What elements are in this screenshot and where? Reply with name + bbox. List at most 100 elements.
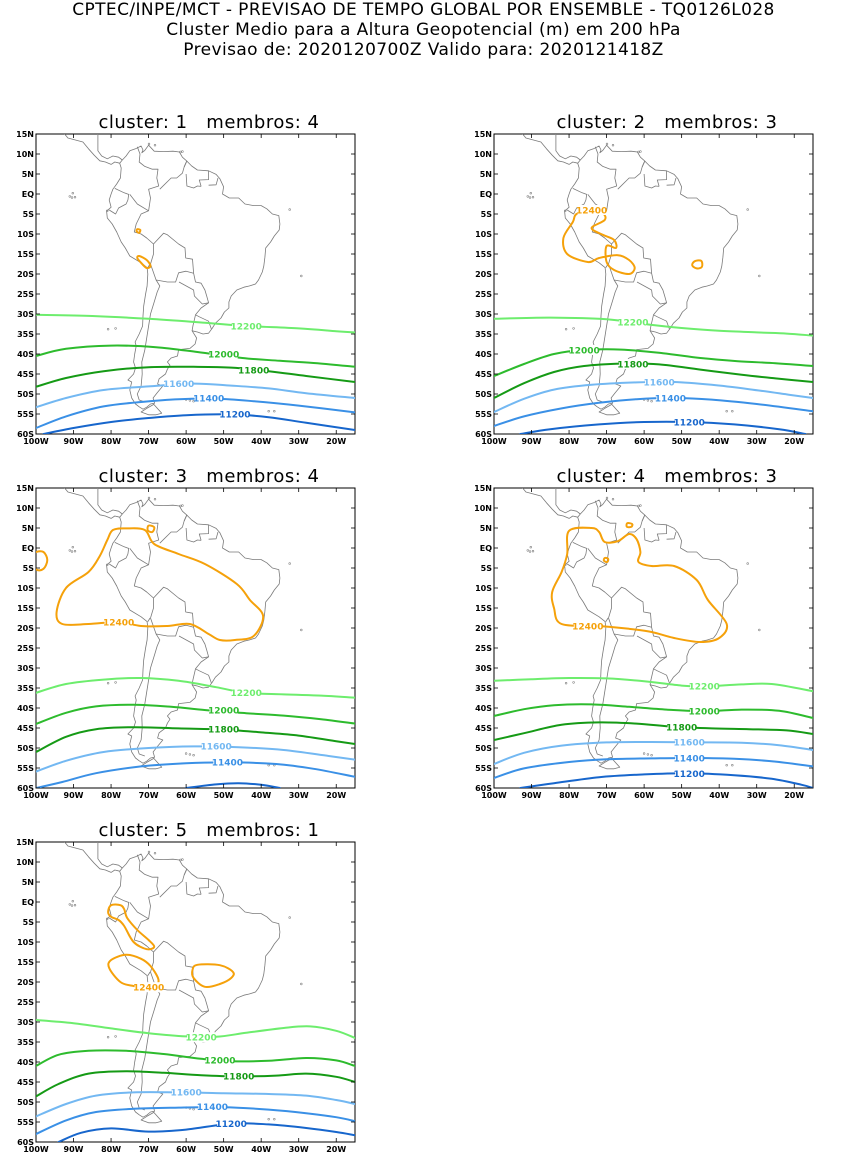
country-border: [566, 188, 588, 215]
lat-label: 25S: [17, 998, 34, 1007]
lat-label: 40S: [17, 704, 34, 713]
lat-label: 30S: [17, 664, 34, 673]
lat-label: 5N: [480, 524, 492, 533]
contour-label-11600: 11600: [643, 378, 674, 388]
contour-label-12000: 12000: [689, 708, 720, 718]
panel-title: cluster: 5 membros: 1: [98, 820, 320, 841]
country-border: [649, 668, 654, 685]
island: [531, 549, 535, 553]
contour-line-12000: [494, 348, 813, 377]
map-frame: [493, 487, 814, 789]
country-border: [208, 885, 219, 894]
lat-label: EQ: [480, 190, 492, 199]
map-panel-cluster-2: cluster: 2 membros: 3 12400 12200 12000 118…: [474, 112, 847, 452]
contour-line-12200: [494, 676, 813, 693]
lat-label: 15N: [16, 838, 34, 847]
island: [181, 504, 184, 507]
lon-label: 90W: [64, 1145, 84, 1154]
contour-label-11400: 11400: [212, 758, 243, 768]
island: [731, 410, 734, 413]
contour-label-bg: [220, 409, 249, 419]
island: [188, 753, 192, 756]
contour-line-11200: [519, 420, 807, 434]
country-border: [587, 548, 612, 619]
island: [181, 150, 184, 153]
island: [106, 563, 109, 567]
contour-label-bg: [205, 1055, 234, 1066]
lat-label: EQ: [480, 544, 492, 553]
contour-label-11200: 11200: [674, 770, 705, 780]
contour-line-12400: [691, 259, 704, 270]
country-border: [656, 170, 667, 187]
lat-label: 50S: [17, 390, 34, 399]
island: [267, 410, 270, 413]
central-america-coastline: [96, 134, 123, 161]
lon-label: 20W: [326, 437, 346, 446]
tierra-del-fuego-coastline: [140, 1112, 163, 1124]
contour-line-11600: [36, 745, 355, 773]
central-america-pacific-coastline: [64, 488, 120, 519]
contour-label-bg: [232, 321, 261, 331]
island: [184, 752, 188, 755]
island: [300, 274, 303, 278]
island: [526, 195, 529, 198]
country-border: [147, 617, 151, 622]
country-border: [198, 524, 209, 541]
lon-label: 70W: [139, 437, 159, 446]
contour-label-12000: 12000: [208, 707, 239, 717]
south-america-coastline: [564, 144, 739, 410]
lon-label: 90W: [64, 437, 84, 446]
island: [114, 327, 117, 330]
lat-label: 25S: [17, 290, 34, 299]
contour-label-12200: 12200: [231, 322, 262, 332]
lon-label: 30W: [289, 437, 309, 446]
contour-line-12000: [494, 703, 813, 719]
contour-label-bg: [224, 1071, 253, 1082]
lat-label: 40S: [475, 350, 492, 359]
contour-line-12400: [107, 903, 156, 951]
island: [192, 754, 195, 757]
island: [611, 498, 615, 501]
map-panel-cluster-5: cluster: 5 membros: 1 12400 12200 12000 118…: [16, 820, 394, 1160]
contour-label-11400: 11400: [197, 1103, 228, 1113]
south-america-coastline: [564, 498, 739, 764]
island: [639, 150, 642, 153]
central-america-pacific-coastline: [522, 134, 578, 165]
country-border: [183, 868, 188, 875]
lat-label: 5N: [22, 170, 34, 179]
lat-label: 15S: [475, 604, 492, 613]
contour-line-11800: [36, 726, 355, 753]
country-border: [594, 146, 618, 211]
contour-label-bg: [187, 1032, 216, 1043]
contour-line-12400: [146, 524, 156, 534]
south-america-coastline: [106, 144, 281, 410]
central-america-coastline: [554, 134, 581, 161]
island: [68, 549, 71, 552]
island: [153, 498, 157, 501]
island: [731, 764, 734, 767]
lon-label: 100W: [23, 1145, 49, 1154]
island: [528, 550, 532, 553]
lat-label: 30S: [475, 664, 492, 673]
country-border: [566, 542, 588, 569]
contour-label-11800: 11800: [238, 366, 269, 376]
country-border: [153, 940, 194, 982]
lat-label: 10S: [475, 230, 492, 239]
lat-label: 35S: [475, 684, 492, 693]
lat-label: 25S: [475, 644, 492, 653]
island: [725, 410, 728, 413]
lat-label: 35S: [17, 684, 34, 693]
contour-label-bg: [675, 753, 704, 763]
lat-label: 15S: [17, 604, 34, 613]
island: [300, 628, 303, 632]
contour-line-12400: [602, 556, 610, 564]
contour-label-bg: [618, 359, 647, 369]
lat-label: 10S: [17, 938, 34, 947]
lat-label: 60S: [17, 1138, 34, 1147]
lat-label: 60S: [475, 430, 492, 439]
contour-label-bg: [675, 768, 704, 779]
lat-label: 55S: [17, 1118, 34, 1127]
island: [646, 753, 650, 756]
lat-label: 40S: [475, 704, 492, 713]
lat-label: 45S: [17, 370, 34, 379]
